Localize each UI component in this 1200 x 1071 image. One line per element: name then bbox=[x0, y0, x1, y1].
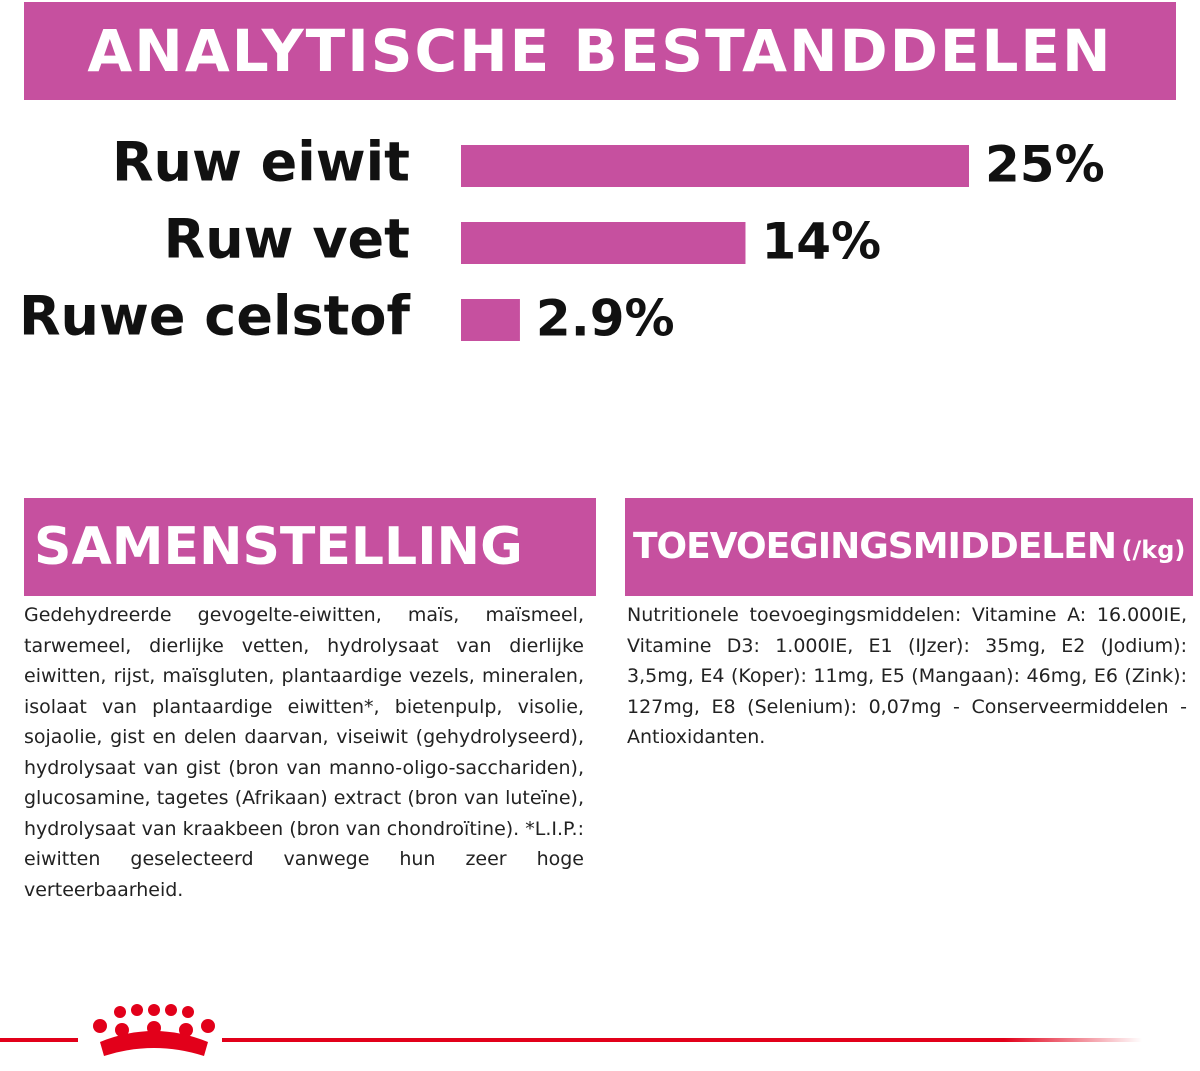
additives-text: Nutritionele toevoegingsmiddelen: Vitami… bbox=[627, 604, 1187, 748]
value-label: 14% bbox=[761, 213, 881, 271]
composition-text: Gedehydreerde gevogelte-eiwitten, maïs, … bbox=[24, 604, 584, 901]
value-label: 2.9% bbox=[536, 290, 675, 348]
bar bbox=[461, 145, 969, 187]
chart: Ruw eiwit 25% Ruw vet 14% Ruwe celstof 2.9% bbox=[19, 131, 1105, 348]
footer-line bbox=[0, 1038, 78, 1042]
bar bbox=[461, 299, 520, 341]
footer-line bbox=[222, 1038, 1142, 1042]
category-label: Ruw vet bbox=[164, 208, 410, 271]
bar bbox=[461, 222, 746, 264]
section-title: SAMENSTELLING bbox=[24, 498, 596, 596]
crown-logo bbox=[93, 1004, 215, 1056]
brand-footer bbox=[0, 1004, 1142, 1056]
header-title: ANALYTISCHE BESTANDDELEN bbox=[24, 2, 1176, 100]
value-label: 25% bbox=[985, 136, 1105, 194]
category-label: Ruwe celstof bbox=[19, 285, 411, 348]
section-header: TOEVOEGINGSMIDDELEN (/kg) bbox=[625, 498, 1193, 596]
section-unit: (/kg) bbox=[1121, 536, 1186, 564]
section-title: TOEVOEGINGSMIDDELEN bbox=[633, 526, 1117, 567]
category-label: Ruw eiwit bbox=[112, 131, 410, 194]
